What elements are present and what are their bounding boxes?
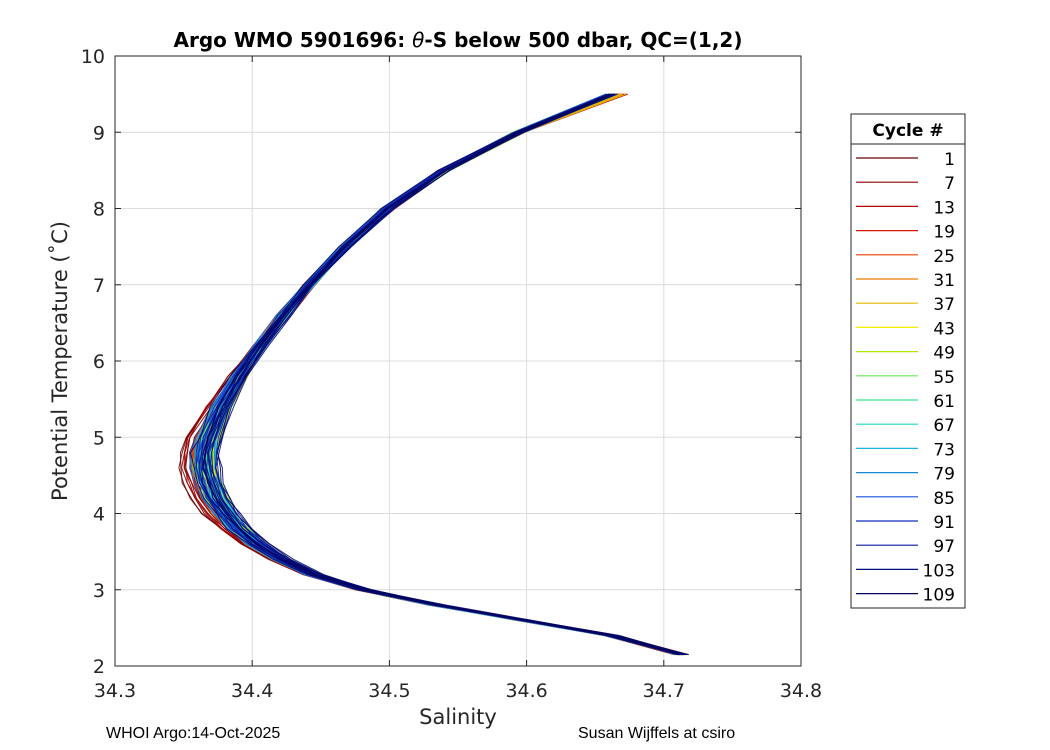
- x-tick-label: 34.6: [505, 680, 547, 702]
- y-tick-label: 5: [93, 427, 105, 449]
- x-axis-label: Salinity: [419, 705, 497, 729]
- y-axis-label: Potential Temperature (˚C): [48, 221, 72, 501]
- legend-entry-label: 61: [933, 392, 955, 412]
- chart-title-theta: θ: [412, 28, 424, 52]
- y-tick-label: 8: [93, 199, 105, 221]
- legend-entry-label: 85: [933, 489, 955, 509]
- legend-entry-label: 37: [933, 295, 955, 315]
- legend-entry-label: 25: [933, 247, 955, 267]
- legend-entry-label: 109: [923, 586, 955, 606]
- x-tick-label: 34.5: [368, 680, 410, 702]
- cycle-profile-line: [203, 93, 685, 656]
- y-tick-label: 2: [93, 656, 105, 678]
- x-tick-label: 34.7: [643, 680, 685, 702]
- legend-entry-label: 73: [933, 440, 955, 460]
- legend-entry-label: 7: [944, 174, 955, 194]
- legend-entry-label: 19: [933, 223, 955, 243]
- y-tick-label: 9: [93, 122, 105, 144]
- y-tick-label: 6: [93, 351, 105, 373]
- legend-entries: 1 7 13 19 25 31 37 43 49 55 61 67 73 79 85 91 97 103 109: [856, 150, 955, 606]
- legend-entry-label: 67: [933, 416, 955, 436]
- y-tick-label: 7: [93, 275, 105, 297]
- chart-title-suffix: -S below 500 dbar, QC=(1,2): [424, 28, 742, 52]
- legend-entry-label: 31: [933, 271, 955, 291]
- axis-ticks: 34.3 34.4 34.5 34.6 34.7 34.8 2 3 4 5 6 7 8 9 10: [81, 46, 822, 702]
- footer-credit-date: WHOI Argo:14-Oct-2025: [106, 725, 281, 742]
- y-tick-label: 3: [93, 580, 105, 602]
- legend: Cycle # 1 7 13 19 25 31 37 43 49 55 61 67 73 79 85 91 97…: [850, 113, 966, 609]
- legend-entry-label: 55: [933, 368, 955, 388]
- chart-title: Argo WMO 5901696: θ-S below 500 dbar, QC…: [174, 28, 743, 52]
- cycle-profile-line: [217, 93, 686, 656]
- legend-box: [850, 113, 966, 609]
- legend-title: Cycle #: [872, 121, 943, 141]
- legend-entry-label: 97: [933, 537, 955, 557]
- legend-entry-label: 49: [933, 344, 955, 364]
- legend-entry-label: 43: [933, 319, 955, 339]
- legend-entry-label: 79: [933, 465, 955, 485]
- legend-entry-label: 91: [933, 513, 955, 533]
- x-tick-label: 34.4: [231, 680, 273, 702]
- y-tick-label: 4: [93, 504, 105, 526]
- data-curves: [178, 93, 690, 656]
- legend-entry-label: 1: [944, 150, 955, 170]
- legend-entry-label: 13: [933, 198, 955, 218]
- y-tick-label: 10: [81, 46, 105, 68]
- chart-title-prefix: Argo WMO 5901696:: [174, 28, 413, 52]
- x-tick-label: 34.8: [780, 680, 822, 702]
- footer-credit-author: Susan Wijffels at csiro: [578, 725, 736, 742]
- cycle-profile-line: [189, 93, 679, 656]
- legend-entry-label: 103: [923, 561, 955, 581]
- x-tick-label: 34.3: [94, 680, 136, 702]
